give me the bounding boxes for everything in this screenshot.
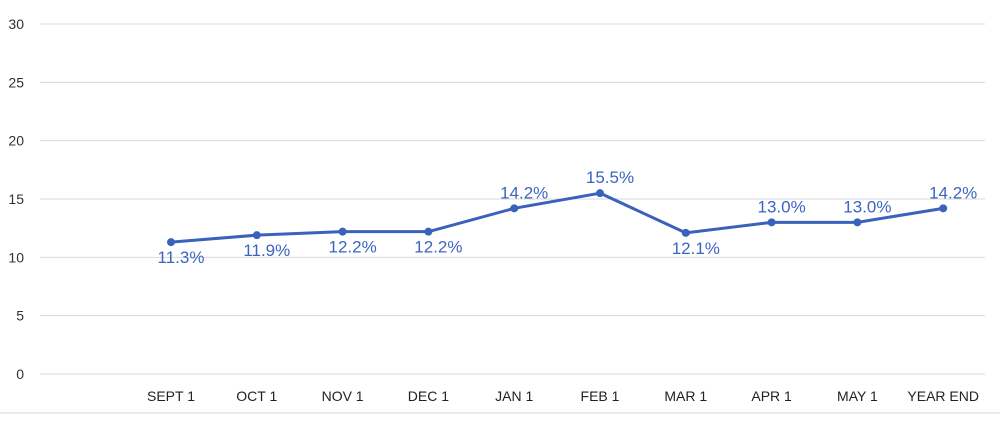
data-point bbox=[424, 227, 433, 236]
data-label: 12.1% bbox=[672, 239, 720, 258]
data-point bbox=[167, 238, 175, 247]
data-label: 12.2% bbox=[414, 238, 462, 257]
data-label: 11.9% bbox=[243, 241, 290, 260]
data-label: 11.3% bbox=[158, 248, 205, 267]
x-tick-label: SEPT 1 bbox=[147, 388, 195, 404]
x-tick-label: YEAR END bbox=[907, 388, 979, 404]
x-axis-ticks: SEPT 1 OCT 1 NOV 1 DEC 1 JAN 1 FEB 1 MAR 1 APR … bbox=[147, 388, 979, 404]
series-line bbox=[169, 191, 945, 244]
data-labels: 11.3% 11.9% 12.2% 12.2% 14.2% 15.5% 12.1% 13.0%… bbox=[158, 168, 978, 267]
data-point bbox=[939, 204, 948, 213]
x-tick-label: NOV 1 bbox=[322, 388, 364, 404]
data-point bbox=[767, 218, 776, 227]
y-tick-label: 0 bbox=[16, 366, 24, 382]
data-label: 12.2% bbox=[328, 238, 376, 257]
x-tick-label: FEB 1 bbox=[581, 388, 620, 404]
data-label: 15.5% bbox=[586, 168, 634, 187]
data-label: 13.0% bbox=[757, 197, 805, 216]
data-point bbox=[853, 218, 862, 227]
y-tick-label: 30 bbox=[8, 16, 24, 32]
x-tick-label: OCT 1 bbox=[236, 388, 277, 404]
data-point bbox=[252, 231, 261, 240]
x-tick-label: DEC 1 bbox=[408, 388, 449, 404]
x-tick-label: JAN 1 bbox=[495, 388, 533, 404]
x-tick-label: MAY 1 bbox=[837, 388, 878, 404]
y-tick-label: 5 bbox=[16, 308, 24, 324]
x-tick-label: MAR 1 bbox=[664, 388, 707, 404]
y-tick-label: 20 bbox=[8, 133, 24, 149]
x-tick-label: APR 1 bbox=[751, 388, 792, 404]
gridlines bbox=[0, 23, 1000, 414]
data-label: 14.2% bbox=[929, 183, 977, 202]
data-point bbox=[596, 189, 604, 198]
y-axis-ticks: 0 5 10 15 20 25 30 bbox=[8, 16, 24, 382]
y-tick-label: 10 bbox=[8, 249, 24, 265]
data-label: 14.2% bbox=[500, 183, 548, 202]
y-tick-label: 15 bbox=[8, 191, 24, 207]
data-label: 13.0% bbox=[843, 197, 891, 216]
data-point bbox=[338, 227, 347, 236]
data-point bbox=[681, 228, 690, 237]
series-0 bbox=[167, 189, 948, 247]
data-point bbox=[510, 204, 519, 213]
y-tick-label: 25 bbox=[8, 74, 24, 90]
